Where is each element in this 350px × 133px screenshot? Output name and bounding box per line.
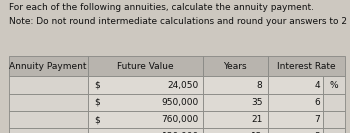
Bar <box>268 128 323 133</box>
Text: 4: 4 <box>314 81 320 90</box>
Bar <box>9 111 88 128</box>
Text: Years: Years <box>224 62 247 71</box>
Text: 21: 21 <box>251 115 262 124</box>
Text: 6: 6 <box>314 98 320 107</box>
Bar <box>9 56 88 76</box>
Bar <box>323 76 345 94</box>
Text: Interest Rate: Interest Rate <box>277 62 336 71</box>
Text: $: $ <box>94 98 99 107</box>
Text: 760,000: 760,000 <box>162 115 199 124</box>
Bar <box>88 111 203 128</box>
Text: Future Value: Future Value <box>117 62 174 71</box>
Bar <box>268 111 323 128</box>
Text: %: % <box>330 81 338 90</box>
Bar <box>203 128 268 133</box>
Text: Note: Do not round intermediate calculations and round your answers to 2 decima: Note: Do not round intermediate calculat… <box>9 17 350 26</box>
Bar <box>268 76 323 94</box>
Text: Annuity Payment: Annuity Payment <box>9 62 87 71</box>
Text: 8: 8 <box>257 81 262 90</box>
Text: $: $ <box>94 132 99 133</box>
Bar <box>203 76 268 94</box>
Bar <box>323 94 345 111</box>
Bar <box>88 94 203 111</box>
Text: $: $ <box>94 115 99 124</box>
Bar <box>88 56 203 76</box>
Bar <box>9 94 88 111</box>
Bar <box>9 128 88 133</box>
Bar <box>9 76 88 94</box>
Text: 130,000: 130,000 <box>162 132 199 133</box>
Text: 35: 35 <box>251 98 262 107</box>
Bar <box>323 111 345 128</box>
Text: 24,050: 24,050 <box>168 81 199 90</box>
Bar <box>203 94 268 111</box>
Text: 12: 12 <box>251 132 262 133</box>
Text: $: $ <box>94 81 99 90</box>
Text: 3: 3 <box>314 132 320 133</box>
Bar <box>88 76 203 94</box>
Text: 950,000: 950,000 <box>162 98 199 107</box>
Text: For each of the following annuities, calculate the annuity payment.: For each of the following annuities, cal… <box>9 3 314 12</box>
Bar <box>88 128 203 133</box>
Bar <box>203 111 268 128</box>
Bar <box>268 56 345 76</box>
Text: 7: 7 <box>314 115 320 124</box>
Bar <box>268 94 323 111</box>
Bar <box>203 56 268 76</box>
Bar <box>323 128 345 133</box>
